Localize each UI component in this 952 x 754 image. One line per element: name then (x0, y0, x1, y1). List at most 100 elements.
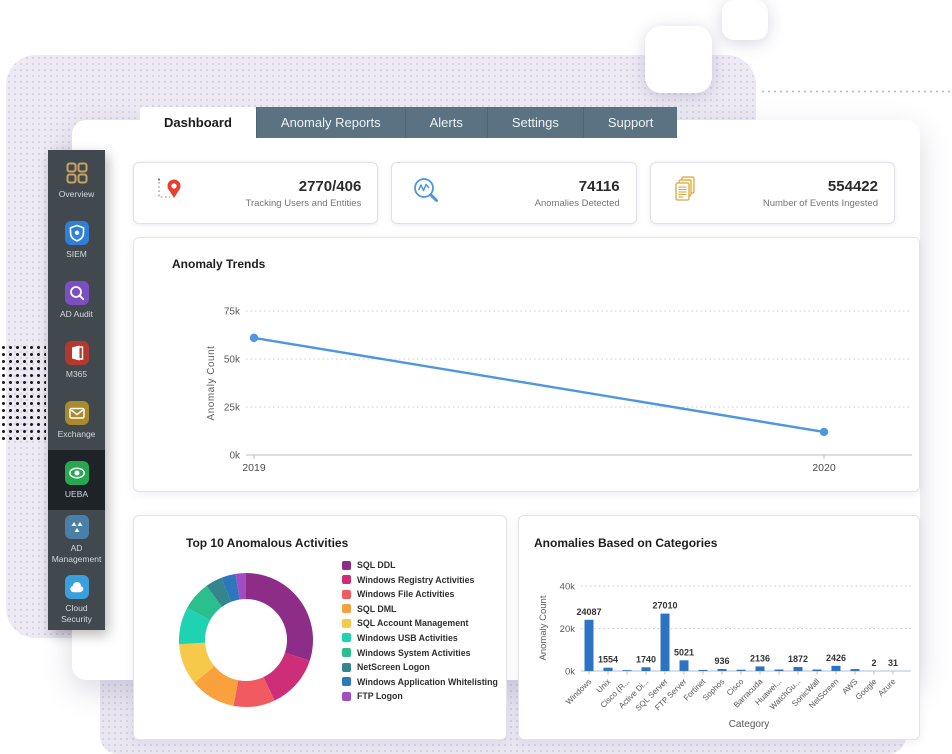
svg-text:1872: 1872 (788, 654, 808, 664)
bar (736, 669, 746, 671)
sidebar-item-label: Cloud Security (61, 603, 92, 624)
svg-text:0k: 0k (565, 667, 575, 678)
legend-label: SQL DDL (357, 560, 396, 570)
anomaly-search-icon (410, 174, 444, 213)
svg-text:Windows: Windows (564, 677, 593, 706)
legend-swatch (342, 560, 351, 570)
svg-text:Category: Category (729, 719, 770, 730)
legend-label: Windows File Activities (357, 589, 455, 600)
sidebar-item-exchange[interactable]: Exchange (48, 390, 105, 450)
events-document-icon (669, 174, 703, 213)
dotted-line-decor (760, 89, 950, 94)
eye-icon (64, 460, 89, 485)
legend-swatch (342, 604, 351, 614)
bar (793, 667, 803, 671)
legend-label: Windows Registry Activities (357, 574, 475, 585)
sidebar-item-label: AD Audit (59, 308, 94, 319)
legend-item: Windows USB Activities (342, 633, 498, 643)
bar (831, 665, 841, 671)
bar (717, 669, 727, 671)
sidebar-item-label: Overview (58, 188, 95, 199)
svg-text:2136: 2136 (750, 653, 770, 663)
bar (603, 667, 613, 671)
sidebar-item-siem[interactable]: SIEM (48, 210, 105, 270)
svg-text:27010: 27010 (652, 601, 677, 611)
legend-label: NetScreen Logon (357, 662, 430, 673)
stat-label: Anomalies Detected (534, 197, 620, 209)
tab-anomaly-reports[interactable]: Anomaly Reports (255, 107, 405, 138)
sidebar-item-ueba[interactable]: UEBA (48, 450, 105, 510)
donut-slice (235, 573, 246, 600)
stat-card-tracking-users-and-entities[interactable]: 2770/406 Tracking Users and Entities (133, 162, 379, 224)
svg-text:1740: 1740 (636, 654, 656, 664)
legend-label: SQL DML (357, 603, 397, 614)
stat-label: Tracking Users and Entities (245, 197, 362, 209)
module-sidebar: Overview SIEM AD Audit M365 Exchange UEBA AD M… (48, 150, 105, 630)
sidebar-item-label: UEBA (64, 488, 89, 499)
anomaly-trends-panel: Anomaly Trends 0k 25k 50k 75k Anomaly Count 2… (133, 237, 920, 492)
top-activities-donut-chart (179, 573, 313, 707)
donut-slice (206, 577, 231, 607)
categories-panel: Anomalies Based on Categories 0k 20k 40k An… (518, 515, 920, 740)
office-icon (64, 340, 89, 365)
stat-card-anomalies-detected[interactable]: 74116 Anomalies Detected (391, 162, 637, 224)
sidebar-item-cloud-security[interactable]: Cloud Security (48, 570, 105, 630)
stat-value: 2770/406 (298, 177, 362, 195)
legend-item: Windows Application Whitelisting (342, 677, 498, 687)
tab-settings[interactable]: Settings (486, 107, 583, 138)
legend-label: Windows Application Whitelisting (357, 676, 498, 687)
svg-text:2: 2 (871, 658, 876, 668)
svg-text:2426: 2426 (826, 653, 846, 663)
sidebar-item-ad-management[interactable]: AD Management (48, 510, 105, 570)
bar (850, 669, 860, 671)
donut-slice (263, 652, 310, 701)
tab-alerts[interactable]: Alerts (404, 107, 487, 138)
donut-slice (194, 666, 239, 706)
bar (698, 669, 708, 671)
legend-label: FTP Logon (357, 691, 403, 702)
stat-label: Number of Events Ingested (762, 197, 878, 209)
svg-text:31: 31 (888, 658, 898, 668)
sidebar-item-label: M365 (65, 368, 88, 379)
sidebar-item-ad-audit[interactable]: AD Audit (48, 270, 105, 330)
sidebar-item-label: AD Management (51, 543, 102, 564)
svg-text:40k: 40k (560, 582, 576, 593)
legend-item: SQL Account Management (342, 618, 498, 628)
bar (774, 669, 784, 671)
ad-management-icon (64, 515, 89, 540)
legend-swatch (342, 575, 351, 585)
shield-icon (64, 220, 89, 245)
tab-dashboard[interactable]: Dashboard (140, 107, 256, 138)
stats-row: 2770/406 Tracking Users and Entities 74116… (133, 162, 895, 224)
tab-support[interactable]: Support (582, 107, 678, 138)
sidebar-item-overview[interactable]: Overview (48, 150, 105, 210)
halftone-dots-decor (0, 344, 46, 440)
bar (584, 619, 594, 671)
svg-text:50k: 50k (224, 355, 241, 366)
svg-text:20k: 20k (560, 624, 576, 635)
svg-text:Anomaly Count: Anomaly Count (538, 595, 549, 660)
stat-card-number-of-events-ingested[interactable]: 554422 Number of Events Ingested (649, 162, 895, 224)
legend-swatch (342, 691, 351, 701)
svg-text:Anomaly Count: Anomaly Count (206, 346, 217, 421)
svg-text:2019: 2019 (242, 462, 266, 474)
sidebar-item-m365[interactable]: M365 (48, 330, 105, 390)
svg-text:Google: Google (854, 677, 879, 702)
legend-label: SQL Account Management (357, 618, 469, 629)
legend-label: Windows USB Activities (357, 632, 458, 643)
legend-item: Windows Registry Activities (342, 575, 498, 585)
donut-slice (233, 677, 275, 707)
svg-text:25k: 25k (224, 403, 241, 414)
legend-swatch (342, 677, 351, 687)
legend-swatch (342, 648, 351, 658)
tab-bar: Dashboard Anomaly Reports Alerts Settings Su… (140, 107, 678, 138)
bar (660, 613, 670, 671)
legend-swatch (342, 589, 351, 599)
svg-text:5021: 5021 (674, 647, 694, 657)
envelope-icon (64, 400, 89, 425)
donut-slice (246, 573, 313, 661)
legend-item: Windows System Activities (342, 648, 498, 658)
bar (641, 667, 651, 671)
magnifier-icon (64, 280, 89, 305)
